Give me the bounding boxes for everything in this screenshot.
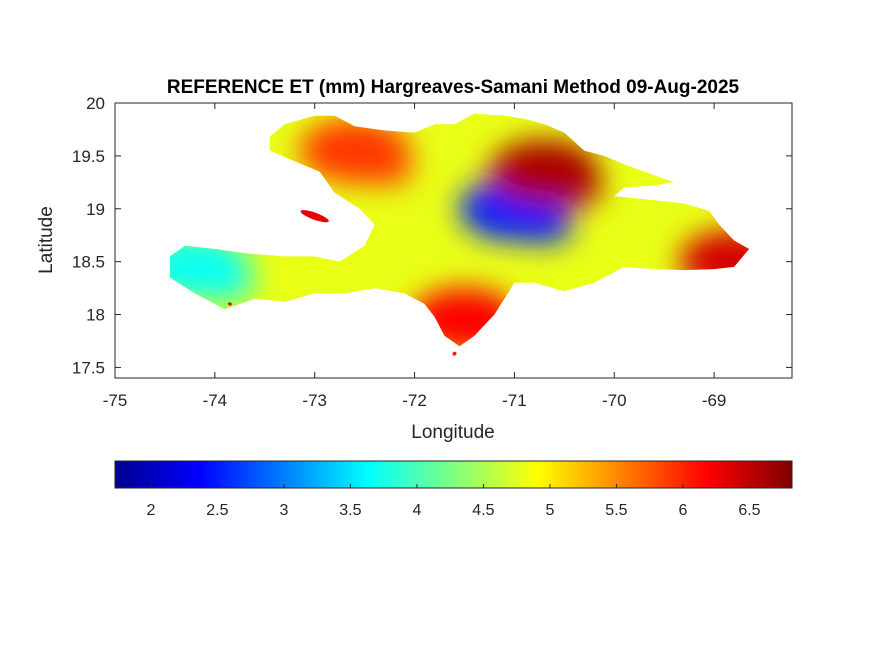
x-tick-label: -69	[702, 391, 727, 410]
et-texture	[734, 261, 750, 298]
y-tick-label: 18.5	[72, 253, 105, 272]
small-island	[300, 210, 329, 223]
et-texture	[464, 319, 525, 347]
colorbar-tick-label: 6.5	[738, 502, 760, 519]
y-axis: 20 19.5 19 18.5 18 17.5	[72, 94, 792, 377]
x-tick-label: -75	[103, 391, 128, 410]
small-island	[452, 351, 457, 356]
small-island	[227, 302, 232, 306]
et-texture	[354, 150, 415, 187]
y-tick-label: 17.5	[72, 358, 105, 377]
et-texture	[514, 208, 575, 245]
chart-title: REFERENCE ET (mm) Hargreaves-Samani Meth…	[167, 77, 740, 98]
y-tick-label: 19	[86, 200, 105, 219]
y-tick-label: 20	[86, 94, 105, 113]
x-axis-label: Longitude	[411, 422, 494, 443]
colorbar-tick-label: 2	[146, 502, 155, 519]
colorbar-tick-label: 4.5	[472, 502, 494, 519]
et-texture	[544, 171, 605, 208]
colorbar-tick-label: 6	[678, 502, 687, 519]
colorbar	[114, 460, 793, 489]
colorbar-tick-label: 2.5	[206, 502, 228, 519]
colorbar-tick-label: 5.5	[605, 502, 627, 519]
et-field	[169, 113, 750, 347]
y-tick-label: 19.5	[72, 147, 105, 166]
colorbar-tick-label: 4	[412, 502, 421, 519]
colorbar-tick-label: 3	[279, 502, 288, 519]
x-tick-label: -70	[602, 391, 627, 410]
x-tick-label: -72	[402, 391, 427, 410]
x-axis: -75 -74 -73 -72 -71 -70 -69	[103, 103, 727, 410]
colorbar-ticks: 2 2.5 3 3.5 4 4.5 5 5.5 6 6.5	[146, 484, 761, 519]
x-tick-label: -71	[502, 391, 527, 410]
et-region	[679, 229, 750, 294]
colorbar-tick-label: 5	[545, 502, 554, 519]
et-region	[409, 287, 520, 347]
y-axis-label: Latitude	[36, 206, 57, 274]
et-texture	[194, 266, 255, 303]
y-tick-label: 18	[86, 306, 105, 325]
x-tick-label: -74	[203, 391, 228, 410]
colorbar-tick-label: 3.5	[339, 502, 361, 519]
map-plot-area	[169, 113, 750, 356]
x-tick-label: -73	[302, 391, 327, 410]
axes-box	[114, 102, 793, 379]
